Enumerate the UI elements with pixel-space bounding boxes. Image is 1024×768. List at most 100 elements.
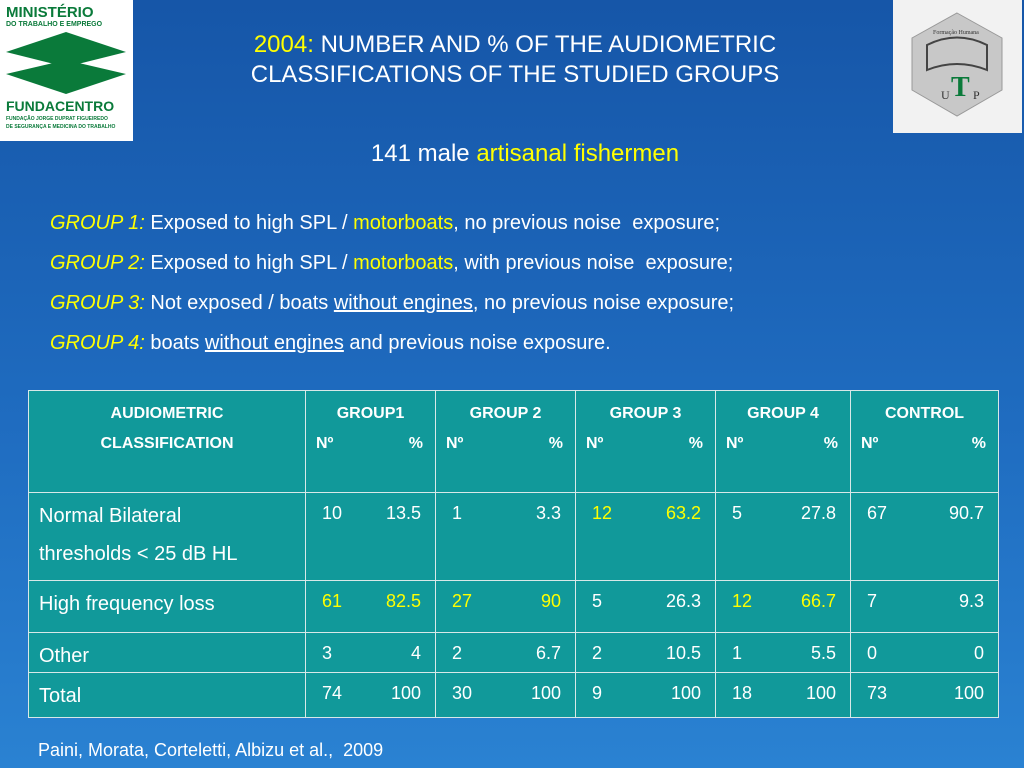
group-label: GROUP 4:: [50, 332, 145, 354]
table-cell: 9 100: [575, 672, 716, 718]
cell-percent: 100: [805, 683, 836, 703]
group-text: boats: [150, 332, 205, 354]
logo-mark: [911, 12, 1003, 117]
cell-count: 10: [322, 503, 343, 523]
table-cell: 5 26.3: [575, 580, 716, 633]
logo-mark: [6, 32, 126, 94]
slide-title: 2004: NUMBER AND % OF THE AUDIOMETRIC CLA…: [140, 30, 890, 90]
table-cell: 74 100: [305, 672, 436, 718]
cell-percent: 10.5: [665, 643, 701, 663]
header-text: Nº: [726, 435, 744, 452]
table-cell: Total: [28, 672, 306, 718]
table-cell: GROUP 3 Nº%: [575, 390, 716, 493]
header-text: GROUP 2: [469, 405, 542, 422]
group-text: motorboats: [353, 212, 454, 234]
group-text: , no previous noise exposure;: [453, 212, 721, 234]
logo-text: FUNDAÇÃO JORGE DUPRAT FIGUEIREDO: [6, 116, 108, 122]
header-text: CLASSIFICATION: [100, 435, 234, 452]
cell-count: 3: [322, 643, 333, 663]
cell-count: 27: [452, 591, 473, 611]
cell-percent: 9.3: [958, 591, 984, 611]
cell-count: 1: [732, 643, 743, 663]
group-line: GROUP 2: Exposed to high SPL / motorboat…: [50, 252, 733, 275]
group-text: Exposed to high SPL /: [150, 252, 354, 274]
header-text: AUDIOMETRIC: [110, 405, 224, 422]
cell-count: 74: [322, 683, 343, 703]
subtitle-highlight: artisanal fishermen: [476, 140, 680, 167]
header-text: %: [548, 435, 563, 452]
cell-count: 67: [867, 503, 888, 523]
cell-percent: 90.7: [948, 503, 984, 523]
cell-count: 12: [732, 591, 753, 611]
cell-count: 12: [592, 503, 613, 523]
cell-percent: 3.3: [535, 503, 561, 523]
table-cell: 27 90: [435, 580, 576, 633]
table-cell: 2 6.7: [435, 632, 576, 673]
table-cell: AUDIOMETRIC CLASSIFICATION: [28, 390, 306, 493]
table-cell: High frequency loss: [28, 580, 306, 633]
group-line: GROUP 1: Exposed to high SPL / motorboat…: [50, 212, 720, 235]
header-text: Nº: [861, 435, 879, 452]
group-text: Not exposed / boats: [150, 292, 334, 314]
right-logo: Formação Humana U T P: [893, 0, 1022, 133]
header-text: GROUP 4: [747, 405, 819, 422]
group-label: GROUP 1:: [50, 212, 145, 234]
title-text: CLASSIFICATIONS OF THE STUDIED GROUPS: [250, 61, 780, 88]
header-text: Nº: [446, 435, 464, 452]
header-text: Nº: [586, 435, 604, 452]
header-text: Nº: [316, 435, 334, 452]
cell-percent: 26.3: [665, 591, 701, 611]
cell-count: 5: [592, 591, 603, 611]
table-cell: 73 100: [850, 672, 999, 718]
table-cell: 5 27.8: [715, 492, 851, 581]
row-label: Other: [39, 645, 90, 667]
cell-count: 2: [592, 643, 603, 663]
cell-count: 1: [452, 503, 463, 523]
subtitle: 141 male artisanal fishermen: [140, 140, 910, 168]
group-text: without engines: [333, 292, 473, 314]
group-label: GROUP 2:: [50, 252, 145, 274]
logo-text: MINISTÉRIO: [6, 4, 94, 21]
group-text: without engines: [204, 332, 344, 354]
table-cell: CONTROL Nº%: [850, 390, 999, 493]
cell-percent: 100: [670, 683, 701, 703]
cell-percent: 5.5: [810, 643, 836, 663]
group-line: GROUP 4: boats without engines and previ…: [50, 332, 611, 355]
row-label: Normal Bilateral: [39, 505, 182, 527]
subtitle-text: 141 male: [370, 140, 470, 167]
group-text: Exposed to high SPL /: [150, 212, 354, 234]
table-cell: 2 10.5: [575, 632, 716, 673]
table-cell: GROUP 2 Nº%: [435, 390, 576, 493]
table-cell: 7 9.3: [850, 580, 999, 633]
cell-count: 9: [592, 683, 603, 703]
logo-text: FUNDACENTRO: [6, 98, 115, 114]
table-cell: Normal Bilateral thresholds < 25 dB HL: [28, 492, 306, 581]
logo-text: DE SEGURANÇA E MEDICINA DO TRABALHO: [6, 124, 116, 130]
cell-percent: 82.5: [385, 591, 421, 611]
header-text: %: [971, 435, 986, 452]
cell-count: 7: [867, 591, 878, 611]
table-cell: 61 82.5: [305, 580, 436, 633]
cell-count: 0: [867, 643, 878, 663]
table-cell: GROUP 4 Nº%: [715, 390, 851, 493]
table-cell: GROUP1 Nº%: [305, 390, 436, 493]
cell-percent: 100: [530, 683, 561, 703]
group-text: and previous noise exposure.: [343, 332, 611, 354]
group-label: GROUP 3:: [50, 292, 145, 314]
logo-letter: T: [951, 72, 970, 103]
title-year: 2004:: [253, 31, 314, 58]
group-line: GROUP 3: Not exposed / boats without eng…: [50, 292, 734, 315]
cell-percent: 27.8: [800, 503, 836, 523]
header-text: %: [408, 435, 423, 452]
cell-count: 73: [867, 683, 888, 703]
footer: Paini, Morata, Corteletti, Albizu et al.…: [38, 740, 384, 760]
logo-letter: P: [973, 88, 980, 102]
cell-count: 18: [732, 683, 753, 703]
row-label: High frequency loss: [39, 593, 215, 615]
header-text: %: [688, 435, 703, 452]
cell-percent: 4: [410, 643, 421, 663]
header-text: %: [823, 435, 838, 452]
